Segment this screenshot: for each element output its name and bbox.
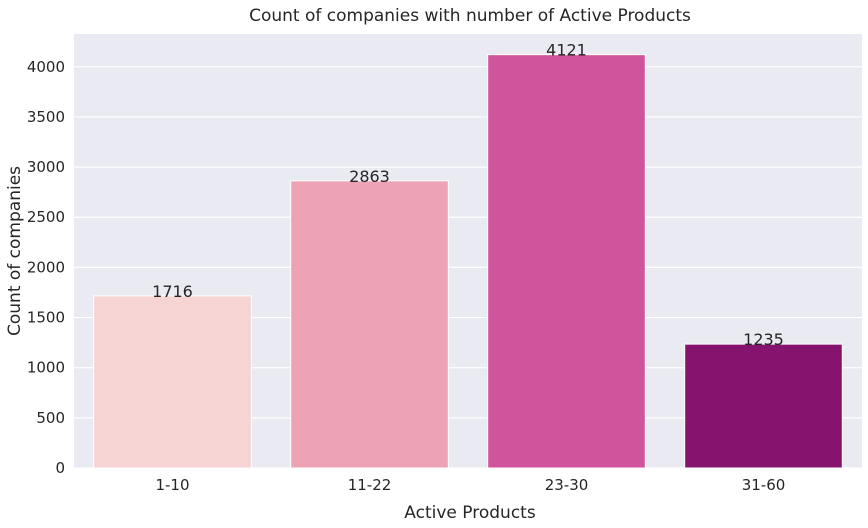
- x-axis-label: Active Products: [404, 503, 536, 523]
- x-tick-label: 1-10: [155, 476, 189, 494]
- chart-title: Count of companies with number of Active…: [249, 6, 691, 26]
- y-axis-label: Count of companies: [5, 166, 25, 336]
- data-label: 1235: [743, 330, 784, 349]
- data-label: 2863: [349, 167, 390, 186]
- y-tick-labels: 0 500 1000 1500 2000 2500 3000 3500 4000: [27, 58, 65, 477]
- bars: [93, 54, 843, 469]
- data-labels: 1716 2863 4121 1235: [152, 41, 784, 349]
- y-tick-label: 1000: [27, 359, 65, 377]
- x-tick-label: 11-22: [348, 476, 392, 494]
- data-label: 4121: [546, 41, 587, 60]
- bar: [487, 54, 646, 469]
- y-tick-label: 3000: [27, 158, 65, 176]
- bar: [290, 180, 449, 469]
- data-label: 1716: [152, 282, 193, 301]
- y-tick-label: 0: [55, 459, 65, 477]
- x-tick-labels: 1-10 11-22 23-30 31-60: [155, 476, 785, 494]
- y-tick-label: 2500: [27, 208, 65, 226]
- y-tick-label: 3500: [27, 108, 65, 126]
- bar: [684, 343, 843, 469]
- bar: [93, 295, 252, 469]
- y-tick-label: 1500: [27, 309, 65, 327]
- x-tick-label: 23-30: [545, 476, 589, 494]
- x-tick-label: 31-60: [742, 476, 786, 494]
- y-tick-label: 4000: [27, 58, 65, 76]
- y-tick-label: 500: [36, 409, 65, 427]
- y-tick-label: 2000: [27, 258, 65, 276]
